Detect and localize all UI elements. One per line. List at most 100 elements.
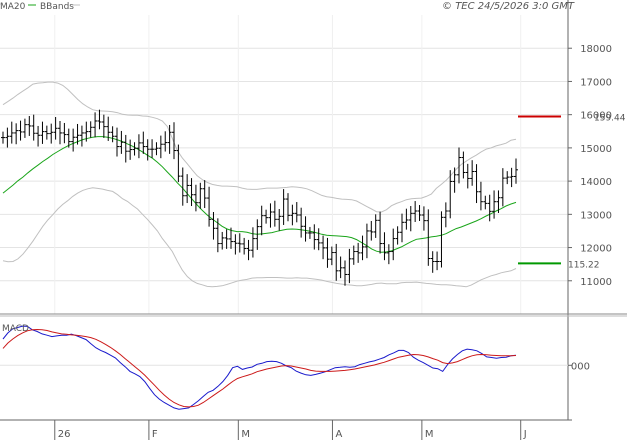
ohlc-bar (514, 158, 518, 184)
ohlc-bar (44, 125, 49, 140)
ohlc-bar (492, 190, 497, 219)
ohlc-bar (448, 170, 453, 219)
ohlc-bar (303, 216, 308, 242)
ohlc-bar (386, 244, 391, 265)
ohlc-bar (71, 128, 76, 152)
x-tick-label: M (241, 429, 250, 440)
ohlc-bar (465, 163, 470, 189)
ohlc-bar (430, 251, 435, 273)
price-ohlc-bars (1, 109, 518, 286)
ohlc-bar (505, 171, 510, 185)
signal-line (2, 328, 517, 408)
ohlc-bar (338, 256, 343, 279)
ohlc-bar (395, 226, 400, 245)
ma20-line (2, 136, 517, 253)
macd-line (2, 325, 517, 410)
ohlc-bar (400, 213, 404, 243)
ohlc-bar (53, 116, 58, 140)
bbands-upper-line (2, 81, 517, 213)
x-axis: 26 F M A M J (0, 419, 572, 440)
ohlc-bar (176, 144, 181, 183)
x-tick-label: J (523, 429, 527, 440)
legend-ma20: MA20 (0, 2, 26, 12)
ohlc-bar (93, 112, 98, 138)
ohlc-bar (172, 122, 176, 160)
ohlc-bar (141, 131, 146, 154)
ohlc-bar (417, 205, 422, 221)
price-levels (518, 115, 561, 265)
ohlc-bar (378, 211, 383, 254)
ohlc-bar (66, 128, 71, 148)
ohlc-bar (457, 147, 461, 184)
ohlc-bar (382, 232, 387, 261)
ohlc-bar (158, 135, 163, 159)
ohlc-bar (207, 186, 212, 227)
ohlc-bar (84, 121, 89, 142)
ohlc-bar (487, 194, 492, 222)
resistance-label: 159.44 (594, 114, 626, 124)
ohlc-bar (110, 126, 115, 143)
ohlc-bar (290, 204, 295, 226)
price-tick-label: 16000 (580, 111, 612, 122)
ohlc-bar (452, 167, 457, 193)
ohlc-bar (373, 214, 378, 238)
ohlc-bar (259, 205, 264, 236)
ohlc-bar (31, 114, 36, 141)
price-tick-label: 15000 (580, 144, 612, 155)
macd-lines (2, 325, 517, 410)
price-tick-label: 14000 (580, 177, 612, 188)
ohlc-bar (193, 184, 198, 212)
bbands-lines (2, 81, 517, 288)
ohlc-bar (150, 139, 155, 158)
bbands-lower-line (2, 187, 517, 288)
ohlc-bar (281, 189, 286, 225)
ohlc-bar (22, 118, 27, 138)
ohlc-bar (404, 208, 409, 230)
ohlc-bar (88, 121, 93, 138)
ohlc-bar (360, 235, 365, 261)
ohlc-bar (321, 235, 326, 260)
ohlc-bar (115, 127, 119, 157)
macd-title: MACD (2, 324, 29, 334)
ohlc-bar (435, 251, 440, 271)
ohlc-bar (250, 227, 255, 258)
ohlc-bar (185, 174, 190, 204)
ohlc-bar (294, 202, 299, 223)
ohlc-bar (255, 219, 260, 250)
ohlc-bar (79, 125, 84, 147)
ohlc-bar (369, 220, 374, 241)
ohlc-bar (347, 248, 352, 284)
copyright-text: © TEC 24/5/2026 3:0 GMT (442, 1, 575, 12)
ohlc-bar (268, 203, 273, 228)
ohlc-bar (229, 227, 233, 249)
ohlc-bar (233, 234, 238, 255)
ohlc-bar (211, 212, 216, 240)
ohlc-bar (132, 142, 137, 156)
ohlc-bar (27, 115, 32, 136)
macd-y-axis: 000 (568, 361, 590, 372)
ohlc-bar (242, 237, 247, 255)
x-tick-label: F (152, 429, 158, 440)
ohlc-bar (439, 211, 444, 268)
ohlc-bar (215, 218, 220, 253)
ohlc-bar (461, 151, 466, 179)
ohlc-bar (5, 127, 10, 148)
ohlc-bar (474, 164, 479, 204)
ohlc-bar (426, 209, 431, 266)
ohlc-bar (167, 124, 172, 154)
ohlc-bar (496, 190, 501, 214)
price-tick-label: 18000 (580, 44, 612, 55)
price-y-axis: 11000 12000 13000 14000 15000 16000 17000 18000 (0, 0, 627, 420)
ohlc-bar (408, 206, 413, 232)
ohlc-bar (202, 180, 207, 209)
ohlc-bar (277, 209, 282, 231)
ohlc-bar (443, 202, 448, 228)
ohlc-bar (9, 121, 14, 144)
ohlc-bar (18, 120, 23, 141)
ohlc-bar (421, 206, 426, 231)
x-tick-label: M (425, 429, 434, 440)
ohlc-bar (478, 181, 483, 211)
legend-bbands: BBands (40, 2, 74, 12)
ohlc-bar (75, 123, 80, 145)
ohlc-bar (40, 121, 45, 144)
